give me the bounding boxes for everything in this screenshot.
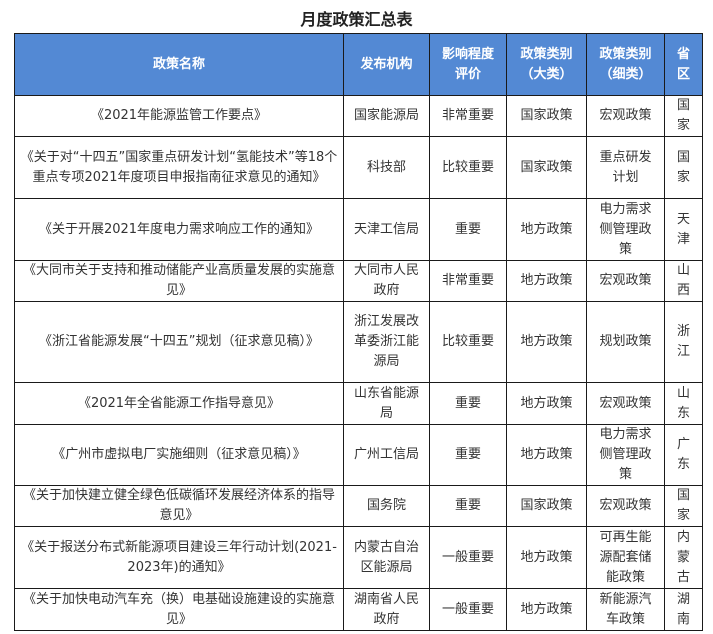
impact-cell: 一般重要: [429, 526, 507, 589]
impact-cell: 非常重要: [429, 95, 507, 137]
impact-cell: 重要: [429, 382, 507, 425]
region-cell: 天津: [664, 198, 703, 261]
impact-cell: 重要: [429, 485, 507, 527]
major-category-cell: 地方政策: [506, 588, 587, 631]
major-category-cell: 国家政策: [506, 136, 587, 199]
table-row: 《关于加快建立健全绿色低碳循环发展经济体系的指导意见》 国务院 重要 国家政策 宏观政策…: [14, 485, 703, 527]
impact-cell: 一般重要: [429, 588, 507, 631]
impact-cell: 重要: [429, 424, 507, 486]
table-row: 《浙江省能源发展“十四五”规划（征求意见稿）》 浙江发展改革委浙江能源局 比较重要地…: [14, 301, 703, 383]
minor-category-cell: 电力需求侧管理政策: [586, 198, 665, 261]
policy-table: 政策名称 发布机构 影响程度评价 政策类别（大类） 政策类别（细类） 省区 《2…: [14, 33, 703, 631]
header-minor-category: 政策类别（细类）: [586, 33, 665, 96]
impact-cell: 重要: [429, 198, 507, 261]
minor-category-cell: 宏观政策: [586, 260, 665, 302]
table-row: 《关于开展2021年度电力需求响应工作的通知》 天津工信局 重要 地方政策 电力需求侧管…: [14, 198, 703, 261]
region-cell: 国家: [664, 485, 703, 527]
policy-name-cell: 《关于加快电动汽车充（换）电基础设施建设的实施意见》: [14, 588, 344, 631]
header-impact: 影响程度评价: [429, 33, 507, 96]
table-row: 《关于报送分布式新能源项目建设三年行动计划(2021-2023年)的通知》 内蒙古…: [14, 526, 703, 589]
minor-category-cell: 可再生能源配套储能政策: [586, 526, 665, 589]
table-row: 《2021年能源监管工作要点》 国家能源局 非常重要 国家政策 宏观政策 国家: [14, 95, 703, 137]
table-row: 《大同市关于支持和推动储能产业高质量发展的实施意见》 大同市人民政府 非常重要 地方政…: [14, 260, 703, 302]
major-category-cell: 国家政策: [506, 95, 587, 137]
minor-category-cell: 宏观政策: [586, 95, 665, 137]
issuer-cell: 浙江发展改革委浙江能源局: [343, 301, 430, 383]
major-category-cell: 地方政策: [506, 301, 587, 383]
region-cell: 内蒙古: [664, 526, 703, 589]
minor-category-cell: 电力需求侧管理政策: [586, 424, 665, 486]
policy-name-cell: 《关于对“十四五”国家重点研发计划“氢能技术”等18个重点专项2021年度项目申…: [14, 136, 344, 199]
table-row: 《关于对“十四五”国家重点研发计划“氢能技术”等18个重点专项2021年度项目申…: [14, 136, 703, 199]
policy-name-cell: 《关于报送分布式新能源项目建设三年行动计划(2021-2023年)的通知》: [14, 526, 344, 589]
region-cell: 广东: [664, 424, 703, 486]
major-category-cell: 地方政策: [506, 198, 587, 261]
header-issuer: 发布机构: [343, 33, 430, 96]
policy-name-cell: 《浙江省能源发展“十四五”规划（征求意见稿）》: [14, 301, 344, 383]
policy-name-cell: 《2021年能源监管工作要点》: [14, 95, 344, 137]
issuer-cell: 大同市人民政府: [343, 260, 430, 302]
region-cell: 山东: [664, 382, 703, 425]
policy-name-cell: 《大同市关于支持和推动储能产业高质量发展的实施意见》: [14, 260, 344, 302]
major-category-cell: 地方政策: [506, 424, 587, 486]
impact-cell: 比较重要: [429, 136, 507, 199]
policy-name-cell: 《广州市虚拟电厂实施细则（征求意见稿）》: [14, 424, 344, 486]
major-category-cell: 地方政策: [506, 382, 587, 425]
major-category-cell: 国家政策: [506, 485, 587, 527]
issuer-cell: 科技部: [343, 136, 430, 199]
issuer-cell: 内蒙古自治区能源局: [343, 526, 430, 589]
region-cell: 国家: [664, 95, 703, 137]
minor-category-cell: 规划政策: [586, 301, 665, 383]
region-cell: 国家: [664, 136, 703, 199]
table-row: 《广州市虚拟电厂实施细则（征求意见稿）》 广州工信局 重要 地方政策 电力需求侧管理政策…: [14, 424, 703, 486]
minor-category-cell: 新能源汽车政策: [586, 588, 665, 631]
header-policy-name: 政策名称: [14, 33, 344, 96]
table-row: 《2021年全省能源工作指导意见》 山东省能源局 重要 地方政策 宏观政策 山东: [14, 382, 703, 425]
region-cell: 山西: [664, 260, 703, 302]
policy-name-cell: 《关于加快建立健全绿色低碳循环发展经济体系的指导意见》: [14, 485, 344, 527]
major-category-cell: 地方政策: [506, 260, 587, 302]
minor-category-cell: 宏观政策: [586, 382, 665, 425]
header-major-category: 政策类别（大类）: [506, 33, 587, 96]
issuer-cell: 广州工信局: [343, 424, 430, 486]
page-title: 月度政策汇总表: [300, 10, 413, 29]
minor-category-cell: 宏观政策: [586, 485, 665, 527]
issuer-cell: 山东省能源局: [343, 382, 430, 425]
table-header-row: 政策名称 发布机构 影响程度评价 政策类别（大类） 政策类别（细类） 省区: [14, 33, 703, 96]
policy-name-cell: 《关于开展2021年度电力需求响应工作的通知》: [14, 198, 344, 261]
major-category-cell: 地方政策: [506, 526, 587, 589]
impact-cell: 非常重要: [429, 260, 507, 302]
region-cell: 湖南: [664, 588, 703, 631]
header-region: 省区: [664, 33, 703, 96]
policy-name-cell: 《2021年全省能源工作指导意见》: [14, 382, 344, 425]
impact-cell: 比较重要: [429, 301, 507, 383]
minor-category-cell: 重点研发计划: [586, 136, 665, 199]
issuer-cell: 湖南省人民政府: [343, 588, 430, 631]
issuer-cell: 国务院: [343, 485, 430, 527]
table-row: 《关于加快电动汽车充（换）电基础设施建设的实施意见》 湖南省人民政府 一般重要 地方政…: [14, 588, 703, 631]
region-cell: 浙江: [664, 301, 703, 383]
issuer-cell: 天津工信局: [343, 198, 430, 261]
issuer-cell: 国家能源局: [343, 95, 430, 137]
